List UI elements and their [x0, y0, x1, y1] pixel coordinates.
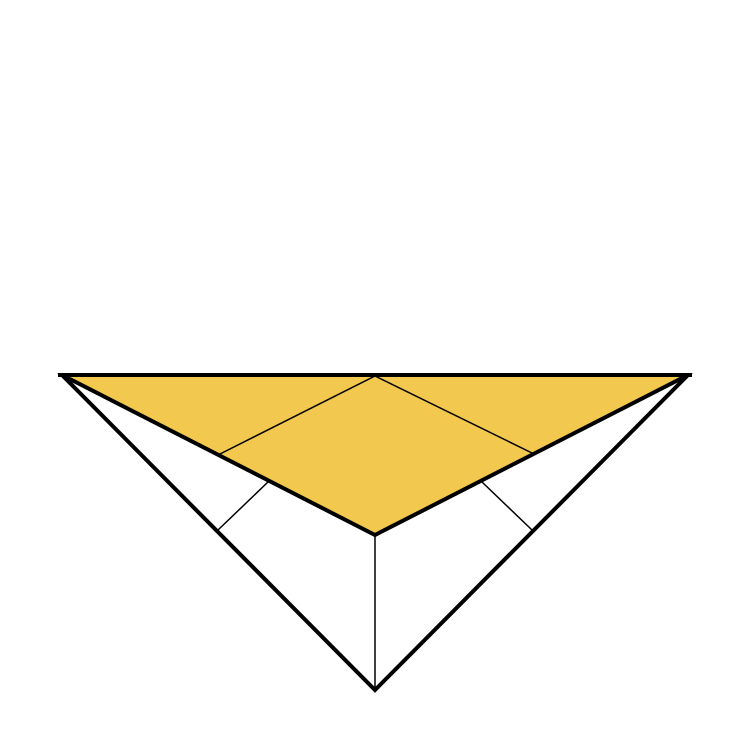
crease-flap-right — [374, 375, 533, 454]
crease-flap-left — [219, 375, 376, 455]
crease-left-flap — [217, 481, 269, 531]
crease-right-flap — [481, 481, 533, 531]
